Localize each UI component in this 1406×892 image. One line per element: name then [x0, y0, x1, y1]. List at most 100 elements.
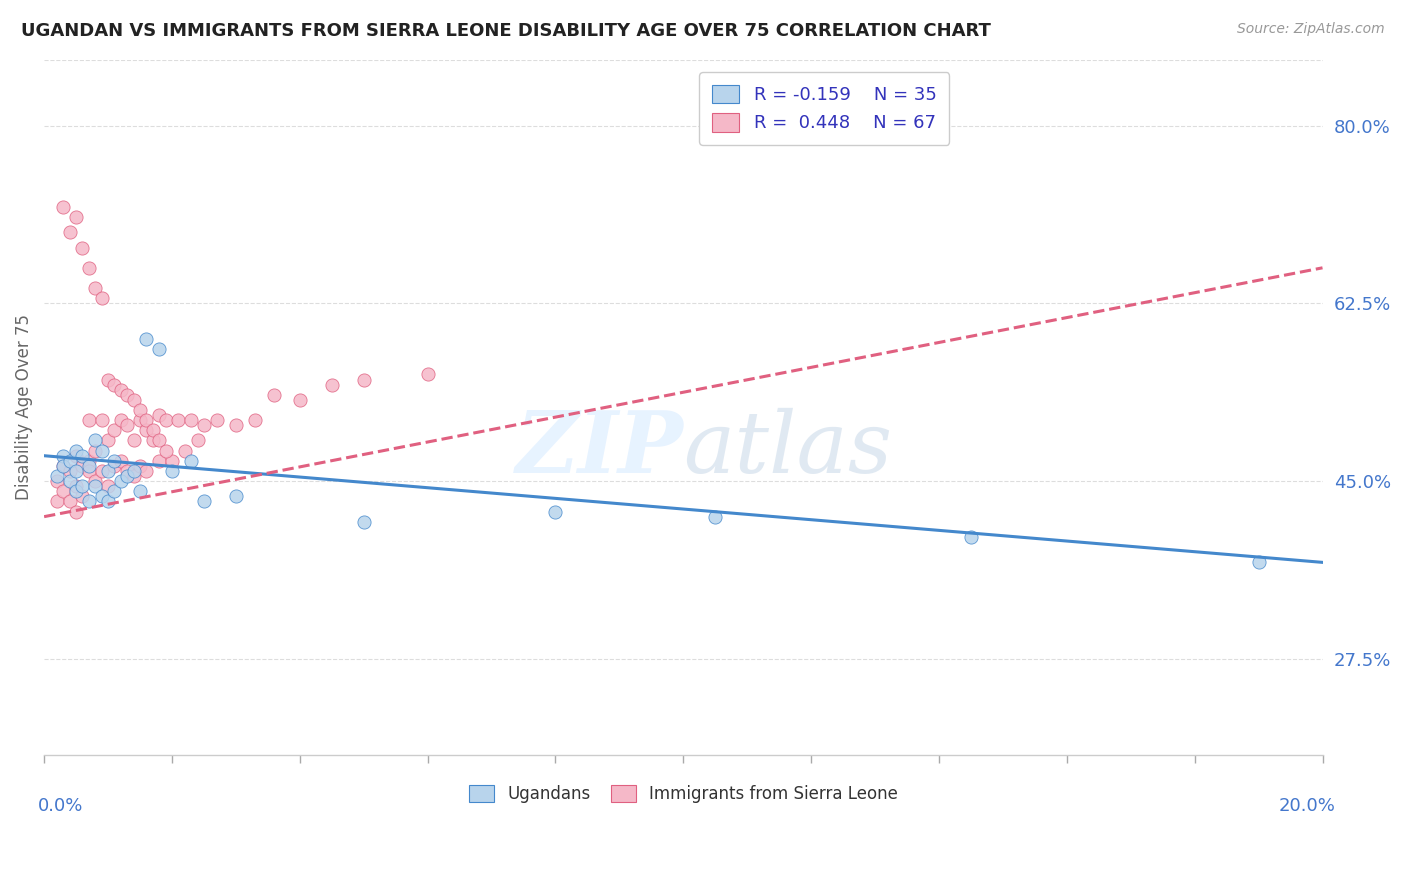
Point	[103, 423, 125, 437]
Point	[180, 413, 202, 427]
Point	[97, 479, 120, 493]
Point	[90, 464, 112, 478]
Point	[288, 392, 311, 407]
Point	[65, 210, 87, 224]
Point	[122, 434, 145, 448]
Point	[148, 408, 170, 422]
Point	[52, 200, 75, 214]
Point	[77, 494, 100, 508]
Point	[321, 377, 343, 392]
Point	[225, 418, 247, 433]
Point	[142, 434, 165, 448]
Point	[72, 479, 94, 493]
Point	[544, 505, 567, 519]
Point	[180, 454, 202, 468]
Point	[110, 383, 132, 397]
Point	[77, 458, 100, 473]
Point	[59, 474, 82, 488]
Point	[103, 484, 125, 499]
Point	[155, 443, 177, 458]
Text: 0.0%: 0.0%	[38, 797, 83, 815]
Point	[155, 413, 177, 427]
Point	[52, 449, 75, 463]
Point	[72, 240, 94, 254]
Point	[90, 443, 112, 458]
Point	[59, 454, 82, 468]
Point	[45, 469, 67, 483]
Point	[97, 434, 120, 448]
Point	[103, 458, 125, 473]
Point	[142, 423, 165, 437]
Point	[77, 413, 100, 427]
Point	[52, 458, 75, 473]
Point	[135, 423, 157, 437]
Point	[84, 479, 107, 493]
Point	[77, 464, 100, 478]
Point	[84, 474, 107, 488]
Point	[65, 464, 87, 478]
Point	[84, 443, 107, 458]
Point	[97, 494, 120, 508]
Point	[225, 489, 247, 503]
Point	[59, 464, 82, 478]
Point	[45, 494, 67, 508]
Point	[110, 413, 132, 427]
Text: 20.0%: 20.0%	[1278, 797, 1336, 815]
Point	[135, 332, 157, 346]
Point	[416, 368, 439, 382]
Point	[84, 281, 107, 295]
Point	[129, 403, 152, 417]
Point	[77, 454, 100, 468]
Point	[353, 515, 375, 529]
Point	[115, 464, 138, 478]
Point	[193, 418, 215, 433]
Point	[205, 413, 228, 427]
Point	[160, 454, 183, 468]
Point	[90, 413, 112, 427]
Point	[148, 434, 170, 448]
Point	[243, 413, 266, 427]
Point	[148, 454, 170, 468]
Point	[65, 505, 87, 519]
Point	[103, 454, 125, 468]
Point	[122, 464, 145, 478]
Point	[84, 434, 107, 448]
Point	[1247, 555, 1270, 569]
Text: atlas: atlas	[683, 408, 893, 491]
Point	[115, 418, 138, 433]
Legend: Ugandans, Immigrants from Sierra Leone: Ugandans, Immigrants from Sierra Leone	[463, 778, 904, 810]
Point	[65, 484, 87, 499]
Y-axis label: Disability Age Over 75: Disability Age Over 75	[15, 315, 32, 500]
Point	[173, 443, 195, 458]
Point	[59, 225, 82, 239]
Point	[148, 342, 170, 356]
Point	[77, 260, 100, 275]
Point	[65, 443, 87, 458]
Text: Source: ZipAtlas.com: Source: ZipAtlas.com	[1237, 22, 1385, 37]
Point	[97, 464, 120, 478]
Text: UGANDAN VS IMMIGRANTS FROM SIERRA LEONE DISABILITY AGE OVER 75 CORRELATION CHART: UGANDAN VS IMMIGRANTS FROM SIERRA LEONE …	[21, 22, 991, 40]
Point	[122, 469, 145, 483]
Point	[103, 377, 125, 392]
Point	[65, 449, 87, 463]
Point	[186, 434, 208, 448]
Point	[129, 458, 152, 473]
Point	[90, 489, 112, 503]
Point	[72, 449, 94, 463]
Point	[135, 413, 157, 427]
Point	[52, 458, 75, 473]
Point	[353, 372, 375, 386]
Point	[115, 469, 138, 483]
Point	[122, 392, 145, 407]
Text: ZIP: ZIP	[516, 408, 683, 491]
Point	[263, 388, 285, 402]
Point	[160, 464, 183, 478]
Point	[129, 413, 152, 427]
Point	[45, 474, 67, 488]
Point	[72, 489, 94, 503]
Point	[129, 484, 152, 499]
Point	[115, 388, 138, 402]
Point	[110, 454, 132, 468]
Point	[52, 484, 75, 499]
Point	[193, 494, 215, 508]
